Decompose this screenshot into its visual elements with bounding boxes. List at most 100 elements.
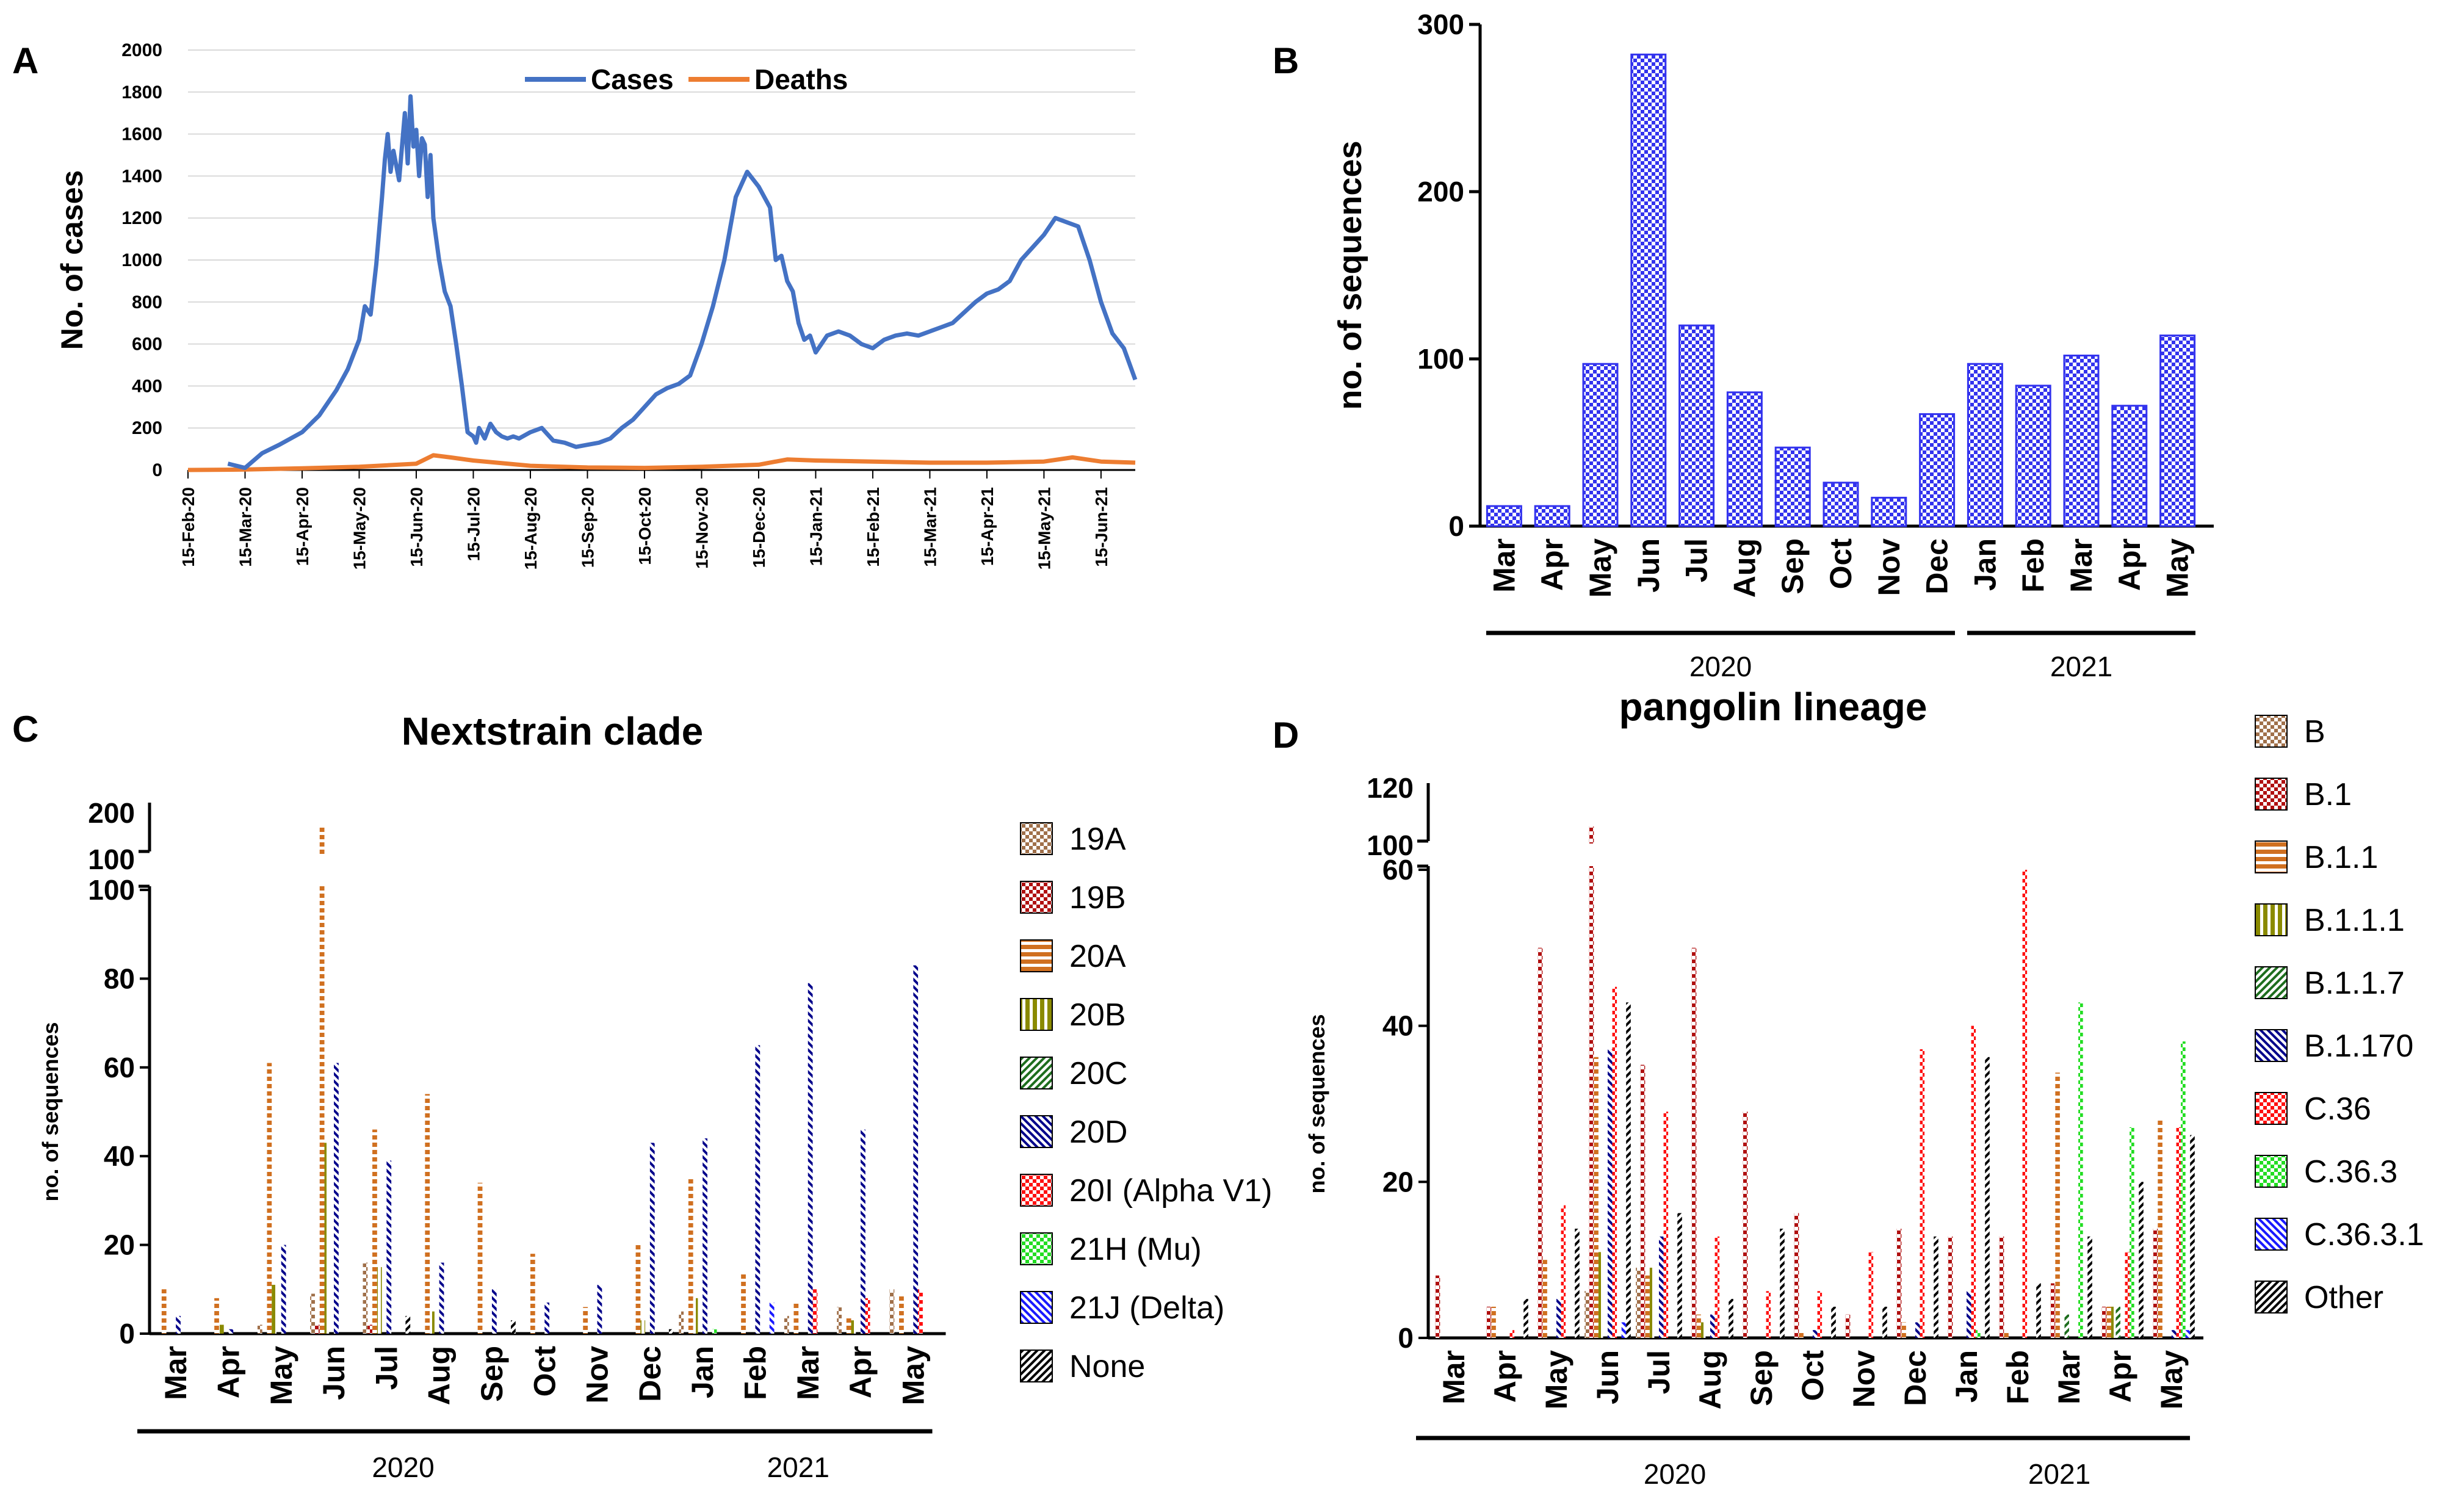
y-axis-label: No. of cases <box>55 170 89 350</box>
legend-swatch <box>2255 840 2288 873</box>
bar <box>219 1324 224 1334</box>
bar <box>544 1303 550 1334</box>
bar <box>688 1178 693 1334</box>
bar <box>2185 1330 2191 1338</box>
bar <box>807 983 813 1334</box>
y-tick-label: 100 <box>88 874 135 906</box>
bar <box>2022 870 2028 1338</box>
bar <box>430 1311 435 1334</box>
year-label: 2020 <box>1689 651 1752 682</box>
bar-break-gap <box>318 854 326 886</box>
year-label: 2020 <box>1644 1458 1706 1490</box>
x-tick-label: May <box>1583 538 1617 598</box>
legend-label: 20D <box>1069 1115 1127 1150</box>
x-tick-label: Mar <box>159 1346 193 1400</box>
bar <box>214 1298 219 1334</box>
x-tick-label: 15-Feb-21 <box>864 487 883 567</box>
bar <box>1626 1002 1631 1338</box>
y-axis-label: no. of sequences <box>38 1022 63 1201</box>
legend-swatch <box>1020 998 1053 1031</box>
x-tick-label: Mar <box>2052 1350 2086 1404</box>
bar <box>386 1160 392 1334</box>
y-tick-label: 200 <box>132 418 162 438</box>
x-tick-label: Dec <box>1898 1350 1932 1406</box>
x-tick-label: Dec <box>1920 538 1954 594</box>
bar <box>1575 1229 1580 1338</box>
bar <box>784 1315 789 1334</box>
bar <box>1435 1275 1440 1338</box>
y-tick-label: 40 <box>104 1140 135 1172</box>
bar <box>1999 1236 2004 1338</box>
x-tick-label: Nov <box>1847 1350 1881 1408</box>
bar <box>367 1324 373 1334</box>
bar <box>703 1138 707 1334</box>
legend-label: B.1 <box>2304 777 2352 812</box>
bar <box>1598 1252 1603 1338</box>
bar <box>310 1293 315 1334</box>
bar <box>324 1143 330 1334</box>
year-label: 2021 <box>767 1451 829 1483</box>
x-tick-label: 15-Jul-20 <box>464 487 483 561</box>
y-tick-label: 0 <box>119 1318 135 1350</box>
x-tick-label: Aug <box>1693 1350 1727 1409</box>
bar <box>2111 405 2148 527</box>
panel-letter-b: B <box>1273 40 1299 81</box>
x-tick-label: 15-Apr-20 <box>293 487 312 566</box>
bar <box>272 1285 276 1334</box>
y-tick-label-upper: 200 <box>88 797 135 829</box>
legend-swatch <box>1020 1350 1053 1382</box>
bar <box>679 1311 684 1334</box>
bar <box>1645 1275 1650 1338</box>
x-tick-label: 15-Feb-20 <box>179 487 198 567</box>
bar <box>1976 1330 1981 1338</box>
bar <box>2176 1127 2181 1338</box>
bar <box>1691 947 1697 1338</box>
bar <box>1823 482 1859 527</box>
x-tick-label: Jan <box>685 1346 720 1398</box>
x-tick-label: May <box>2155 1350 2189 1409</box>
y-tick-label: 1600 <box>121 125 162 145</box>
x-tick-label: Apr <box>1535 538 1569 591</box>
x-tick-label: May <box>1539 1350 1573 1409</box>
legend-swatch <box>2255 1218 2288 1251</box>
bar <box>1967 1291 1971 1338</box>
bar <box>1486 1306 1492 1338</box>
bar <box>2015 385 2051 527</box>
bar <box>1896 1229 1902 1338</box>
panel-a-line-chart: 0 200 400 600 800 1000 1200 1400 1600 1800 2000 No.… <box>55 40 1138 569</box>
bar <box>918 1289 923 1334</box>
y-tick-label-upper: 120 <box>1367 772 1414 804</box>
legend-swatch <box>1020 1291 1053 1324</box>
bar <box>2078 1002 2083 1338</box>
year-label: 2020 <box>372 1451 434 1483</box>
legend-swatch <box>1020 1057 1053 1089</box>
bar <box>1845 1314 1851 1338</box>
legend-label: 20B <box>1069 997 1126 1033</box>
y-tick-label: 0 <box>152 460 162 480</box>
y-tick-label: 80 <box>104 963 135 994</box>
bar <box>2111 1306 2116 1338</box>
legend-label: 20I (Alpha V1) <box>1069 1173 1272 1209</box>
bar <box>530 1254 535 1334</box>
bar <box>228 1329 234 1334</box>
x-tick-label: Apr <box>844 1346 878 1398</box>
x-tick-label: 15-Oct-20 <box>635 487 654 565</box>
bar <box>2064 1314 2069 1338</box>
y-tick-label: 1000 <box>121 250 162 270</box>
bar <box>1491 1306 1496 1338</box>
y-axis-label: no. of sequences <box>1332 140 1368 410</box>
bar <box>2190 1135 2195 1338</box>
x-tick-label: Jul <box>1680 538 1714 582</box>
legend-swatch <box>2255 778 2288 811</box>
legend-swatch <box>1020 1232 1053 1265</box>
chart-title: Nextstrain clade <box>402 709 703 753</box>
bar <box>1556 1299 1561 1338</box>
y-axis-label: no. of sequences <box>1304 1014 1329 1193</box>
bar <box>1794 1213 1799 1338</box>
bar <box>2125 1252 2130 1338</box>
legend-label: B.1.1.1 <box>2304 903 2405 938</box>
legend-swatch <box>2255 1029 2288 1062</box>
